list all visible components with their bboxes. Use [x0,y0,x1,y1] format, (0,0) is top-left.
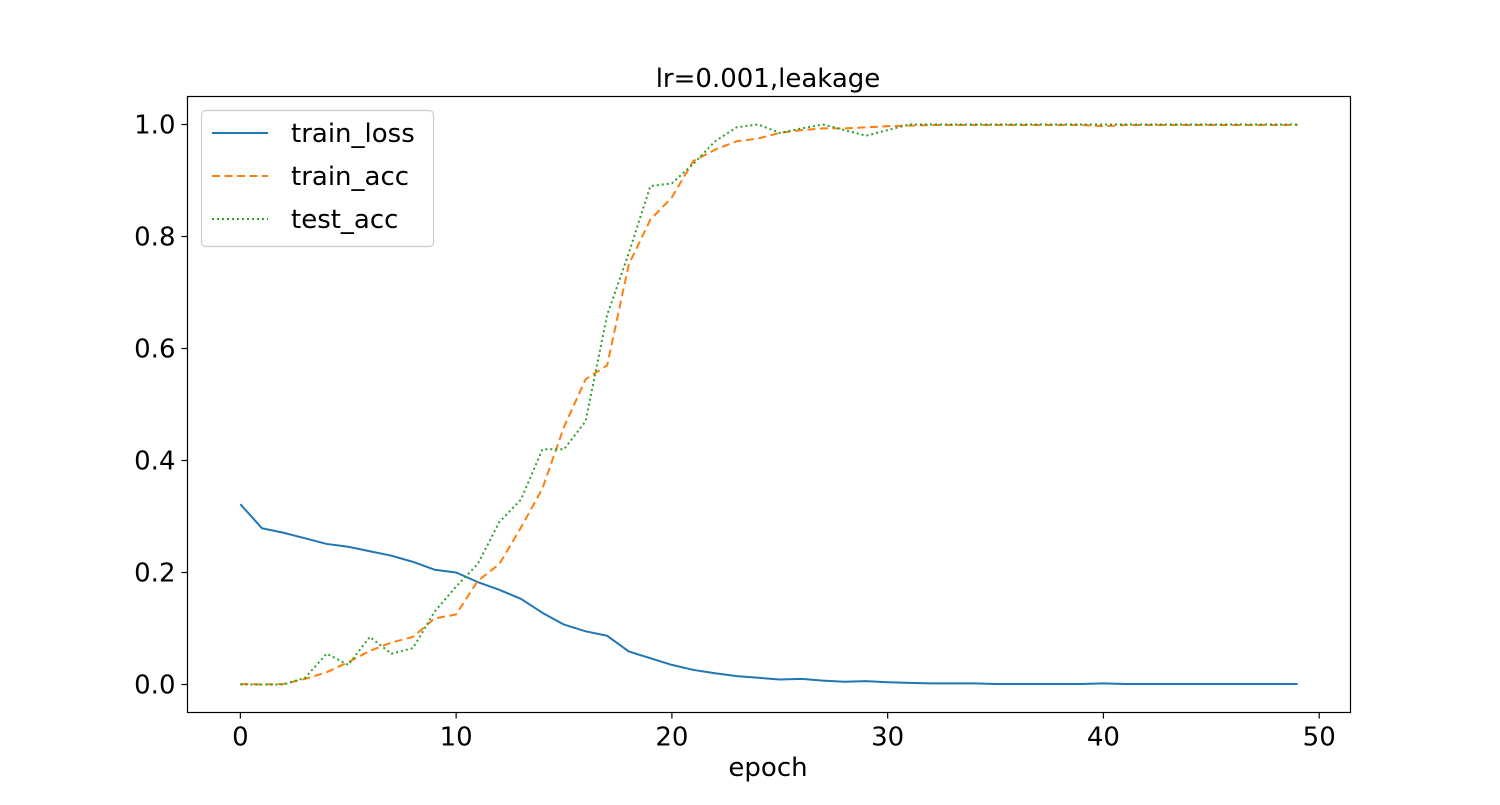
plot-frame [186,95,1352,714]
x-tick-label: 10 [440,723,473,753]
x-tick-label: 20 [655,723,688,753]
y-tick-label: 0.2 [134,559,175,589]
x-tick-label: 50 [1303,723,1336,753]
legend-box [200,109,435,248]
y-tick-label: 1.0 [134,111,175,141]
lines-layer [239,123,1298,686]
x-tick-label: 30 [871,723,904,753]
y-tick-label: 0.0 [134,671,175,701]
legend-label: train_acc [291,162,409,192]
y-axis: 0.0 0.2 0.4 0.6 0.8 1.0 [134,111,188,701]
chart-title: lr=0.001,leakage [656,64,881,94]
y-tick-label: 0.8 [134,223,175,253]
series-line-test_acc [240,123,1298,686]
x-tick-label: 0 [232,723,249,753]
x-axis-label: epoch [728,753,807,783]
y-tick-label: 0.6 [134,335,175,365]
legend: train_loss train_acc test_acc [200,109,435,248]
legend-label: test_acc [291,205,398,235]
y-tick-label: 0.4 [134,447,175,477]
series-line-train_loss [239,503,1298,685]
x-axis: 0 10 20 30 40 50 [232,712,1336,753]
x-tick-label: 40 [1087,723,1120,753]
legend-label: train_loss [291,119,415,149]
